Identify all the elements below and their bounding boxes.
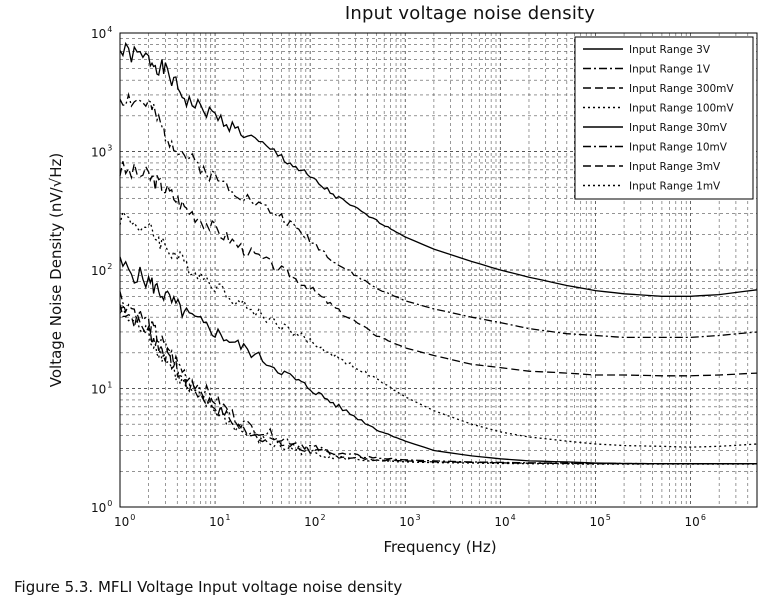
y-tick-label: 103 [91, 144, 112, 160]
x-axis-label: Frequency (Hz) [383, 538, 497, 556]
x-tick-exponent: 2 [320, 513, 325, 522]
legend-label: Input Range 3V [629, 44, 711, 56]
y-tick-exponent: 0 [107, 499, 112, 508]
x-tick-label: 102 [304, 513, 325, 529]
y-tick-exponent: 1 [107, 381, 112, 390]
y-tick-label: 101 [91, 381, 112, 397]
y-tick-label: 104 [91, 25, 112, 41]
x-tick-label: 104 [494, 513, 515, 529]
y-tick-label: 102 [91, 262, 112, 278]
series-line-input-range-100mv [119, 210, 758, 448]
x-tick-exponent: 3 [416, 513, 421, 522]
x-tick-label: 103 [399, 513, 420, 529]
legend-label: Input Range 100mV [629, 103, 734, 115]
series-line-input-range-3mv [119, 304, 757, 465]
series-line-input-range-1v [119, 92, 758, 339]
plot-frame [119, 32, 758, 508]
legend: Input Range 3V Input Range 1V Input Range … [574, 36, 754, 200]
figure-caption: Figure 5.3. MFLI Voltage Input voltage n… [14, 578, 403, 596]
y-tick-exponent: 2 [107, 262, 112, 271]
legend-label: Input Range 10mV [629, 142, 728, 154]
x-tick-exponent: 4 [511, 513, 516, 522]
y-tick-exponent: 4 [107, 25, 112, 34]
y-tick-label: 100 [91, 499, 112, 515]
x-tick-label: 105 [589, 513, 610, 529]
series-line-input-range-30mv [119, 256, 757, 465]
series-lines [119, 41, 758, 465]
x-tick-label: 106 [685, 513, 706, 529]
x-tick-exponent: 6 [701, 513, 706, 522]
y-axis-label: Voltage Noise Density (nV/√Hz) [47, 152, 65, 388]
legend-label: Input Range 1V [629, 64, 711, 76]
x-tick-label: 100 [114, 513, 135, 529]
legend-label: Input Range 3mV [629, 161, 721, 173]
legend-label: Input Range 300mV [629, 83, 734, 95]
chart-title: Input voltage noise density [344, 3, 596, 24]
legend-label: Input Range 1mV [629, 181, 721, 193]
x-tick-exponent: 0 [130, 513, 135, 522]
x-tick-exponent: 1 [225, 513, 230, 522]
series-line-input-range-300mv [119, 161, 758, 377]
y-tick-exponent: 3 [107, 144, 112, 153]
x-tick-exponent: 5 [606, 513, 611, 522]
x-tick-label: 101 [209, 513, 230, 529]
series-line-input-range-3v [119, 41, 758, 297]
legend-box [574, 36, 754, 200]
legend-label: Input Range 30mV [629, 122, 728, 134]
series-line-input-range-1mv [119, 302, 757, 465]
